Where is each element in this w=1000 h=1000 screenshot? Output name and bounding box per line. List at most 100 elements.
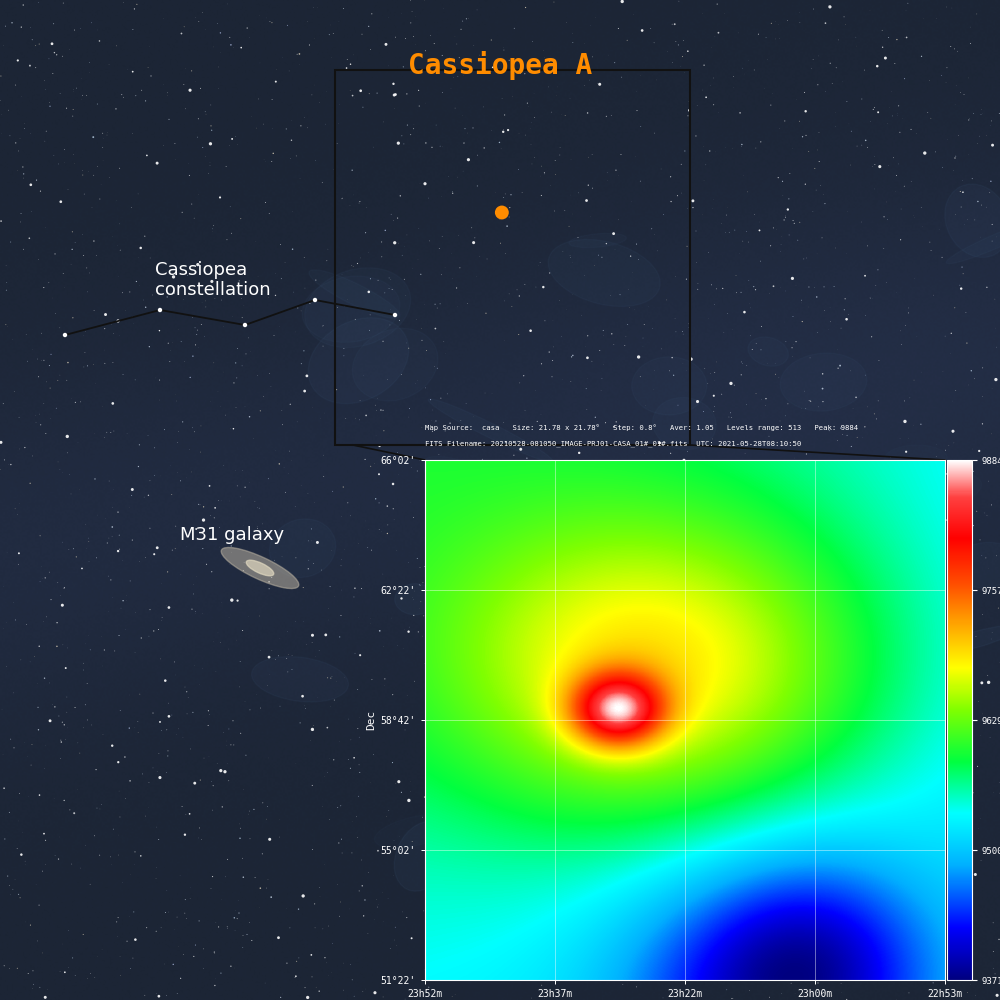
Point: [399, 688, 415, 704]
Point: [72, 745, 88, 761]
Point: [533, 168, 549, 184]
Y-axis label: Dec: Dec: [367, 710, 377, 730]
Point: [318, 627, 334, 643]
Point: [983, 631, 999, 647]
Point: [435, 84, 451, 100]
Point: [496, 293, 512, 309]
Point: [186, 210, 202, 226]
Point: [872, 875, 888, 891]
Point: [451, 50, 467, 66]
Point: [226, 910, 242, 926]
Point: [444, 245, 460, 261]
Point: [340, 751, 356, 767]
Point: [723, 405, 739, 421]
Point: [418, 95, 434, 111]
Point: [46, 148, 62, 164]
Point: [619, 514, 635, 530]
Point: [851, 857, 867, 873]
Point: [749, 561, 765, 577]
Point: [452, 890, 468, 906]
Point: [681, 93, 697, 109]
Point: [632, 597, 648, 613]
Point: [982, 185, 998, 201]
Point: [675, 496, 691, 512]
Point: [511, 125, 527, 141]
Point: [55, 266, 71, 282]
Point: [47, 699, 63, 715]
Point: [340, 711, 356, 727]
Point: [935, 364, 951, 380]
Point: [237, 693, 253, 709]
Point: [875, 39, 891, 55]
Point: [342, 198, 358, 214]
Point: [841, 775, 857, 791]
Point: [268, 265, 284, 281]
Point: [656, 744, 672, 760]
Point: [840, 821, 856, 837]
Point: [334, 845, 350, 861]
Point: [881, 453, 897, 469]
Point: [170, 322, 186, 338]
Point: [489, 780, 505, 796]
Point: [519, 450, 535, 466]
Point: [191, 830, 207, 846]
Point: [423, 392, 439, 408]
Point: [588, 551, 604, 567]
Point: [907, 587, 923, 603]
Point: [983, 173, 999, 189]
Point: [431, 240, 447, 256]
Point: [323, 670, 339, 686]
Point: [664, 477, 680, 493]
Point: [12, 130, 28, 146]
Point: [424, 412, 440, 428]
Point: [487, 185, 503, 201]
Point: [148, 923, 164, 939]
Point: [510, 161, 526, 177]
Point: [346, 750, 362, 766]
Point: [212, 399, 228, 415]
Point: [347, 410, 363, 426]
Point: [876, 574, 892, 590]
Point: [142, 250, 158, 266]
Point: [223, 737, 239, 753]
Point: [74, 227, 90, 243]
Point: [628, 634, 644, 650]
Point: [949, 43, 965, 59]
Point: [203, 880, 219, 896]
Point: [197, 328, 213, 344]
Point: [841, 116, 857, 132]
Point: [192, 80, 208, 96]
Point: [122, 284, 138, 300]
Point: [642, 526, 658, 542]
Point: [620, 489, 636, 505]
Point: [103, 425, 119, 441]
Point: [639, 753, 655, 769]
Point: [336, 670, 352, 686]
Point: [848, 38, 864, 54]
Point: [971, 443, 987, 459]
Point: [459, 561, 475, 577]
Point: [100, 568, 116, 584]
Point: [849, 959, 865, 975]
Point: [332, 629, 348, 645]
Point: [352, 647, 368, 663]
Point: [544, 104, 560, 120]
Point: [952, 729, 968, 745]
Point: [889, 644, 905, 660]
Point: [494, 568, 510, 584]
Point: [1, 102, 17, 118]
Point: [868, 731, 884, 747]
Point: [882, 99, 898, 115]
Point: [836, 929, 852, 945]
Point: [81, 533, 97, 549]
Point: [96, 642, 112, 658]
Point: [526, 631, 542, 647]
Point: [401, 624, 417, 640]
Point: [368, 491, 384, 507]
Point: [201, 707, 217, 723]
Point: [351, 883, 367, 899]
Point: [232, 654, 248, 670]
Point: [959, 335, 975, 351]
Point: [786, 613, 802, 629]
Point: [455, 608, 471, 624]
